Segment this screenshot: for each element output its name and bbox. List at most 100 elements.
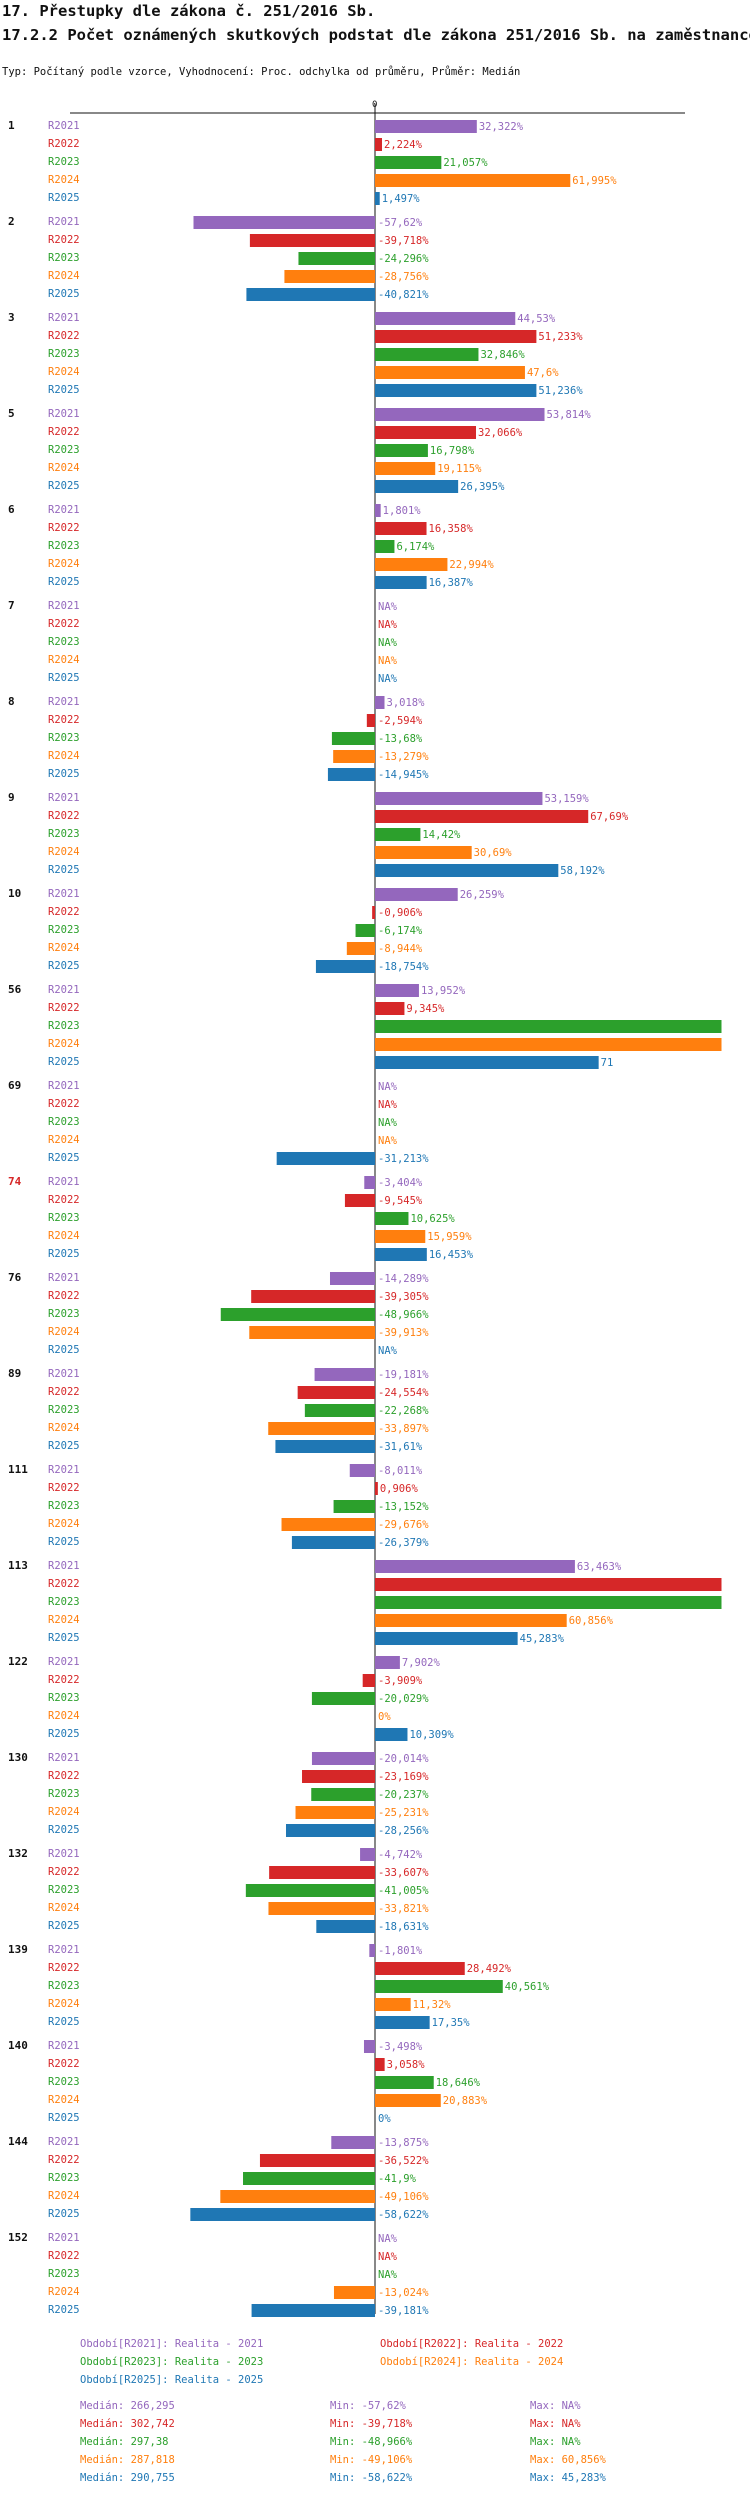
series-label: R2021 xyxy=(48,696,80,708)
bar xyxy=(375,1962,465,1975)
series-label: R2024 xyxy=(48,1518,80,1530)
group-label: 10 xyxy=(8,887,21,900)
stat-median-r2022: Medián: 302,742 xyxy=(80,2418,175,2430)
series-label: R2022 xyxy=(48,330,80,342)
bar xyxy=(314,1368,375,1381)
bar xyxy=(360,1848,375,1861)
series-label: R2024 xyxy=(48,174,80,186)
data-label: 17,35% xyxy=(432,2017,471,2029)
bar xyxy=(331,2136,375,2149)
data-label: -20,029% xyxy=(378,1693,429,1705)
bar xyxy=(375,330,537,343)
data-label: 16,798% xyxy=(430,445,475,457)
series-label: R2022 xyxy=(48,714,80,726)
bar xyxy=(375,2076,434,2089)
series-label: R2024 xyxy=(48,366,80,378)
bar xyxy=(346,942,375,955)
data-label: -28,256% xyxy=(378,1825,429,1837)
series-label: R2021 xyxy=(48,312,80,324)
series-label: R2024 xyxy=(48,1230,80,1242)
data-label: -48,966% xyxy=(378,1309,429,1321)
group-label: 76 xyxy=(8,1271,22,1284)
data-label: -18,754% xyxy=(378,961,429,973)
series-label: R2022 xyxy=(48,2154,80,2166)
series-label: R2022 xyxy=(48,1578,80,1590)
series-label: R2023 xyxy=(48,2076,80,2088)
series-label: R2022 xyxy=(48,2250,80,2262)
series-label: R2021 xyxy=(48,216,80,228)
group-label: 7 xyxy=(8,599,15,612)
bar xyxy=(243,2172,375,2185)
bar xyxy=(375,1212,409,1225)
bar xyxy=(375,504,381,517)
bar xyxy=(315,960,375,973)
bar xyxy=(375,1578,722,1591)
bar xyxy=(311,1752,375,1765)
data-label: -9,545% xyxy=(378,1195,423,1207)
data-label: -8,011% xyxy=(378,1465,423,1477)
data-label: 9,345% xyxy=(406,1003,445,1015)
group-label: 56 xyxy=(8,983,22,996)
data-label: 26,259% xyxy=(460,889,505,901)
series-label: R2025 xyxy=(48,2304,80,2316)
series-label: R2025 xyxy=(48,1728,80,1740)
series-label: R2024 xyxy=(48,846,80,858)
data-label: 53,159% xyxy=(544,793,589,805)
bar xyxy=(285,1824,375,1837)
data-label: -41,9% xyxy=(378,2173,417,2185)
bar xyxy=(375,576,427,589)
data-label: 0% xyxy=(378,1711,391,1723)
series-label: R2025 xyxy=(48,1440,80,1452)
series-label: R2021 xyxy=(48,1368,80,1380)
series-label: R2024 xyxy=(48,1806,80,1818)
data-label: -3,498% xyxy=(378,2041,423,2053)
series-label: R2021 xyxy=(48,1560,80,1572)
data-label: 0,906% xyxy=(380,1483,419,1495)
series-label: R2021 xyxy=(48,1080,80,1092)
series-label: R2023 xyxy=(48,636,80,648)
bar xyxy=(375,828,421,841)
data-label: -13,024% xyxy=(378,2287,429,2299)
data-label: -39,718% xyxy=(378,235,429,247)
data-label: -40,821% xyxy=(378,289,429,301)
data-label: 3,018% xyxy=(387,697,426,709)
bar xyxy=(369,1944,375,1957)
data-label: -49,106% xyxy=(378,2191,429,2203)
data-label: 30,69% xyxy=(474,847,513,859)
series-label: R2023 xyxy=(48,252,80,264)
series-label: R2022 xyxy=(48,234,80,246)
data-label: 14,42% xyxy=(422,829,461,841)
bar xyxy=(375,1980,503,1993)
data-label: 44,53% xyxy=(517,313,556,325)
bar xyxy=(375,138,383,151)
series-label: R2025 xyxy=(48,384,80,396)
bar xyxy=(375,156,442,169)
data-label: NA% xyxy=(378,2269,398,2281)
series-label: R2023 xyxy=(48,1308,80,1320)
data-label: 71 xyxy=(601,1057,614,1069)
bar xyxy=(295,1806,375,1819)
bar xyxy=(331,732,375,745)
data-label: -13,68% xyxy=(378,733,423,745)
bar xyxy=(366,714,375,727)
legend-item-r2021: Období[R2021]: Realita - 2021 xyxy=(80,2338,264,2350)
chart-subtitle: 17.2.2 Počet oznámených skutkových podst… xyxy=(2,26,750,44)
data-label: -57,62% xyxy=(378,217,423,229)
group-label: 69 xyxy=(8,1079,21,1092)
bar xyxy=(249,1326,375,1339)
series-label: R2022 xyxy=(48,1098,80,1110)
legend-item-r2023: Období[R2023]: Realita - 2023 xyxy=(80,2356,264,2368)
series-label: R2023 xyxy=(48,1116,80,1128)
data-label: 16,358% xyxy=(429,523,474,535)
data-label: 1,497% xyxy=(382,193,421,205)
data-label: -18,631% xyxy=(378,1921,429,1933)
bar xyxy=(375,1614,567,1627)
series-label: R2025 xyxy=(48,288,80,300)
data-label: 16,387% xyxy=(429,577,474,589)
bar xyxy=(375,1002,405,1015)
series-label: R2021 xyxy=(48,1752,80,1764)
data-label: NA% xyxy=(378,619,398,631)
bar xyxy=(276,1152,375,1165)
data-label: -31,213% xyxy=(378,1153,429,1165)
bar xyxy=(375,2016,430,2029)
